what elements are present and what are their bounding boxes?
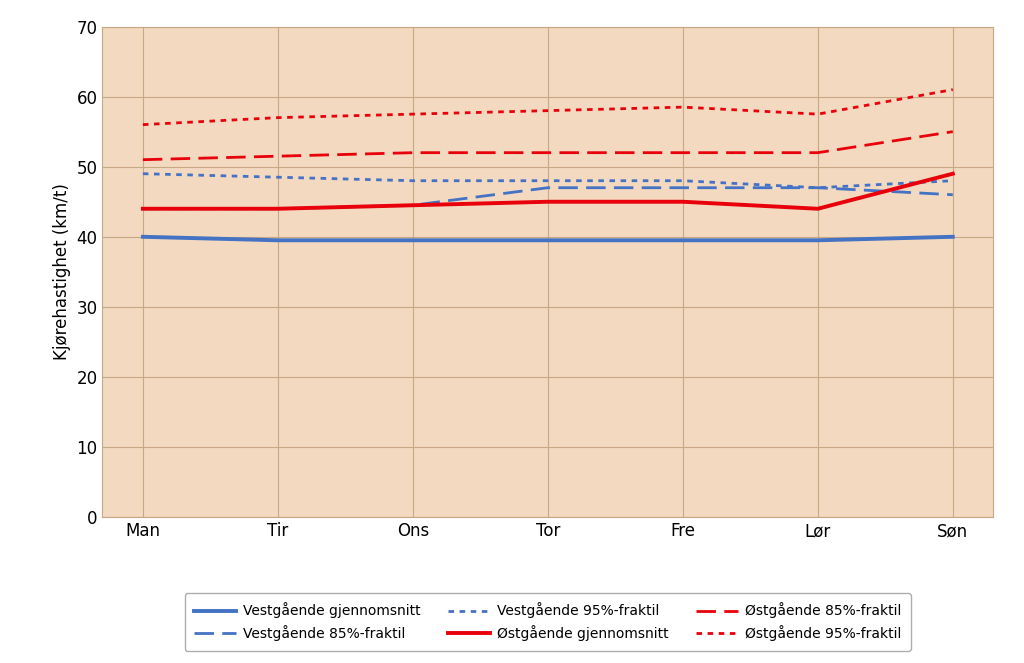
Y-axis label: Kjørehastighet (km/t): Kjørehastighet (km/t) (53, 184, 71, 360)
Legend: Vestgående gjennomsnitt, Vestgående 85%-fraktil, Vestgående 95%-fraktil, Østgåen: Vestgående gjennomsnitt, Vestgående 85%-… (184, 593, 911, 651)
